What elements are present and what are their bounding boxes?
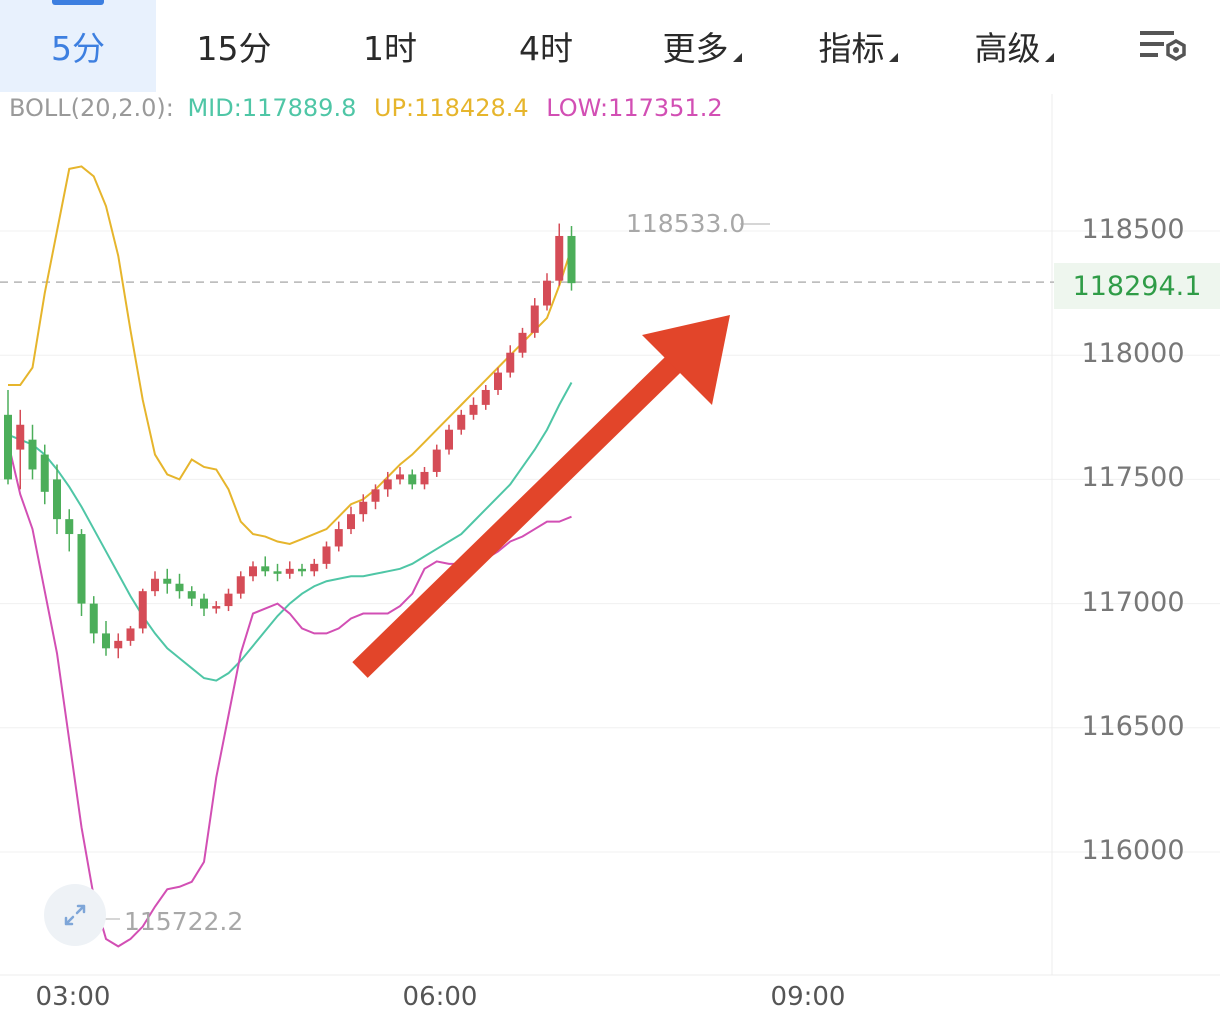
candle-body [53,479,61,520]
dropdown-triangle-icon [1044,52,1054,62]
candle-body [506,352,515,373]
timeframe-tabs: 5分 15分 1时 4时 更多 指标 高级 [0,0,1220,92]
dropdown-triangle-icon [732,52,742,62]
boll-low-value: LOW:117351.2 [546,94,723,122]
candle-body [371,489,380,502]
candle-body [200,598,208,609]
trend-arrow-shaft [352,340,698,678]
candle-body [138,591,147,629]
candle-body [518,332,527,353]
tab-label: 15分 [196,29,272,68]
boll-upper-line [8,165,573,546]
boll-lower-line [7,441,572,948]
boll-mid-value: MID:117889.8 [187,94,357,122]
candle-body [249,566,257,577]
candle-body [334,529,343,547]
tab-2[interactable]: 1时 [312,0,468,92]
candle-body [310,563,319,572]
price-tick-label: 116500 [1081,710,1185,742]
time-tick-label: 03:00 [35,982,111,1012]
candle-body [236,576,245,594]
price-tick-label: 116000 [1081,835,1185,866]
candle-body [347,514,355,530]
candle-body [65,519,74,535]
boll-indicator-readout: BOLL(20,2.0): MID:117889.8 UP:118428.4 L… [9,94,723,122]
candle-body [285,568,294,574]
candle-body [494,372,502,390]
candle-body [102,633,110,649]
candle-body [28,439,37,470]
candle-body [408,474,417,485]
tab-label: 更多 [662,29,729,68]
candle-body [4,414,12,480]
tab-label: 高级 [974,29,1041,68]
candles [4,223,576,659]
price-tick-label: 118000 [1081,338,1185,370]
price-tick-label: 118500 [1081,214,1185,245]
expand-icon[interactable] [44,884,106,946]
tab-1[interactable]: 15分 [156,0,312,92]
current-price-label: 118294.1 [1054,263,1220,309]
time-tick-label: 06:00 [402,982,478,1012]
candle-body [469,404,478,415]
low-price-label: 115722.2 [124,907,244,936]
time-tick-label: 09:00 [770,982,846,1012]
candle-body [261,566,270,572]
candle-body [420,471,429,485]
candle-body [89,603,98,634]
tab-label: 指标 [818,29,885,68]
candle-body [187,591,196,599]
candle-body [481,389,490,405]
price-tick-label: 117500 [1081,462,1185,494]
trend-arrow-head [642,315,730,405]
tab-0[interactable]: 5分 [0,0,156,92]
chart-grid [0,94,1220,976]
candle-body [175,583,184,592]
high-price-label: 118533.0 [626,209,746,238]
tab-3[interactable]: 4时 [468,0,624,92]
candle-body [383,479,392,490]
tab-label: 4时 [519,29,573,68]
candle-body [151,578,159,592]
candle-body [212,606,221,609]
price-tick-label: 117000 [1081,586,1185,618]
candle-body [322,546,331,564]
candle-body [567,235,576,284]
candle-body [432,449,441,472]
candle-body [445,429,453,450]
tab-label: 1时 [363,29,417,68]
candle-body [126,628,135,641]
tab-5[interactable]: 指标 [780,0,936,92]
dropdown-triangle-icon [888,52,898,62]
chart-overlay [84,223,770,920]
boll-label: BOLL(20,2.0): [9,94,174,122]
candle-body [530,305,539,333]
candle-body [396,474,404,480]
candle-body [273,571,282,574]
candle-body [163,578,172,584]
candle-body [298,568,306,572]
boll-mid-line [7,382,573,682]
candle-body [40,454,49,492]
chart-settings-icon[interactable] [1132,0,1194,92]
candle-body [555,235,564,281]
candle-body [16,424,25,450]
boll-up-value: UP:118428.4 [373,94,529,122]
candle-body [224,593,233,607]
tab-6[interactable]: 高级 [936,0,1092,92]
tab-4[interactable]: 更多 [624,0,780,92]
candle-body [359,501,368,515]
candle-body [114,640,123,649]
tab-label: 5分 [51,29,105,68]
candle-body [77,534,86,604]
candle-body [543,280,551,306]
candle-body [457,414,466,430]
